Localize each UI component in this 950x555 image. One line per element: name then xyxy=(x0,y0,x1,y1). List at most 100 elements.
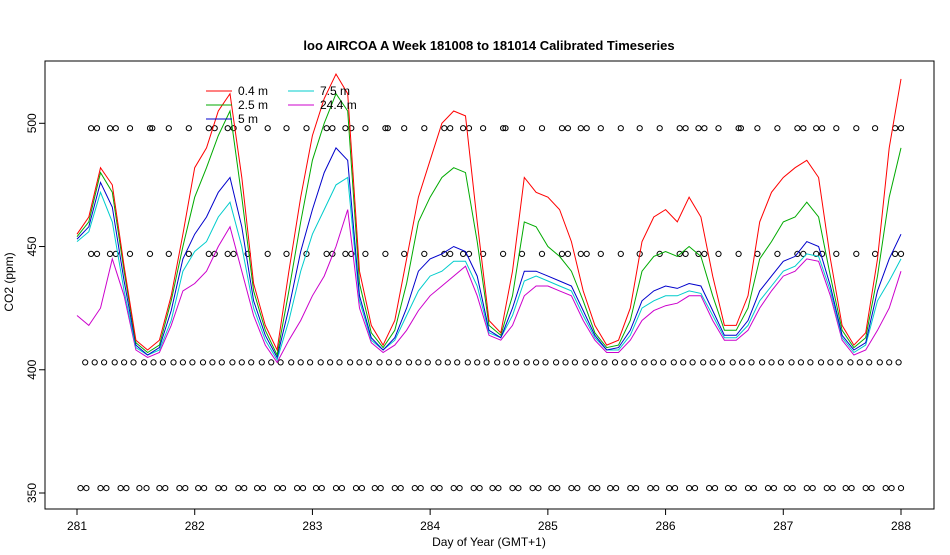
marker-point xyxy=(715,250,722,257)
marker-point xyxy=(813,125,820,132)
marker-point xyxy=(676,125,683,132)
marker-point xyxy=(739,359,746,366)
marker-point xyxy=(548,485,555,492)
marker-point xyxy=(356,359,363,366)
marker-point xyxy=(518,250,526,257)
marker-point xyxy=(201,485,208,492)
marker-point xyxy=(866,359,873,366)
marker-point xyxy=(303,125,310,132)
marker-point xyxy=(848,485,855,492)
marker-point xyxy=(159,359,166,366)
marker-point xyxy=(686,485,693,492)
marker-point xyxy=(112,250,119,257)
marker-point xyxy=(329,125,336,132)
marker-point xyxy=(358,485,365,492)
marker-point xyxy=(238,359,245,366)
marker-point xyxy=(254,485,261,492)
marker-point xyxy=(307,359,314,366)
marker-point xyxy=(82,359,89,366)
marker-point xyxy=(456,485,463,492)
marker-point xyxy=(205,250,212,257)
marker-point xyxy=(666,485,673,492)
marker-point xyxy=(886,359,893,366)
marker-point xyxy=(633,485,640,492)
series-line-3 xyxy=(76,176,902,362)
x-tick-label: 288 xyxy=(891,519,911,533)
x-tick-label: 287 xyxy=(773,519,793,533)
marker-point xyxy=(417,485,424,492)
series-line-0 xyxy=(76,72,902,352)
marker-point xyxy=(588,485,595,492)
marker-point xyxy=(318,485,325,492)
x-tick-label: 282 xyxy=(185,519,205,533)
marker-point xyxy=(594,485,601,492)
marker-point xyxy=(774,250,781,257)
marker-point xyxy=(165,125,172,132)
x-tick-label: 281 xyxy=(67,519,87,533)
marker-point xyxy=(770,485,778,492)
marker-point xyxy=(405,359,413,366)
marker-point xyxy=(454,359,461,366)
marker-point xyxy=(83,485,90,492)
marker-point xyxy=(244,125,251,132)
marker-point xyxy=(299,485,307,492)
marker-point xyxy=(500,250,507,257)
marker-point xyxy=(235,485,242,492)
marker-point xyxy=(162,485,169,492)
marker-point xyxy=(421,125,428,132)
marker-point xyxy=(397,485,404,492)
marker-point xyxy=(533,359,540,366)
marker-point xyxy=(583,250,590,257)
marker-point xyxy=(768,359,775,366)
marker-point xyxy=(121,359,128,366)
marker-point xyxy=(502,125,509,132)
marker-point xyxy=(695,250,702,257)
marker-point xyxy=(653,485,660,492)
marker-point xyxy=(342,250,349,257)
axes-layer: 281 282 283 284 285 286 287 288 350 400 450 500 xyxy=(25,113,911,533)
marker-point xyxy=(211,125,218,132)
marker-point xyxy=(627,485,634,492)
marker-point xyxy=(797,359,805,366)
marker-point xyxy=(827,359,834,366)
marker-point xyxy=(754,125,761,132)
marker-point xyxy=(682,250,689,257)
marker-point xyxy=(783,485,790,492)
marker-point xyxy=(701,125,708,132)
marker-point xyxy=(106,125,114,132)
marker-point xyxy=(288,359,295,366)
marker-point xyxy=(892,250,899,257)
marker-point xyxy=(641,359,648,366)
marker-point xyxy=(613,485,620,492)
marker-point xyxy=(558,125,566,132)
marker-point xyxy=(529,485,536,492)
marker-point xyxy=(503,359,510,366)
marker-point xyxy=(591,359,599,366)
marker-point xyxy=(538,250,546,257)
marker-point xyxy=(362,250,369,257)
marker-point xyxy=(460,250,467,257)
chart-title: loo AIRCOA A Week 181008 to 181014 Calib… xyxy=(303,38,674,53)
marker-point xyxy=(564,125,572,132)
marker-point xyxy=(156,485,163,492)
marker-point xyxy=(897,250,905,257)
marker-point xyxy=(680,359,687,366)
marker-point xyxy=(365,359,372,366)
marker-point xyxy=(577,125,584,132)
marker-point xyxy=(117,485,124,492)
marker-point xyxy=(709,359,716,366)
marker-point xyxy=(323,250,330,257)
marker-point xyxy=(279,485,287,492)
marker-point xyxy=(230,125,237,132)
marker-point xyxy=(695,125,702,132)
marker-point xyxy=(268,359,275,366)
x-tick-label: 286 xyxy=(656,519,676,533)
marker-point xyxy=(513,359,520,366)
marker-point xyxy=(836,359,843,366)
marker-point xyxy=(630,359,637,366)
marker-point xyxy=(750,485,758,492)
marker-point xyxy=(494,359,501,366)
marker-point xyxy=(97,485,104,492)
marker-point xyxy=(248,359,255,366)
marker-point xyxy=(258,359,265,366)
